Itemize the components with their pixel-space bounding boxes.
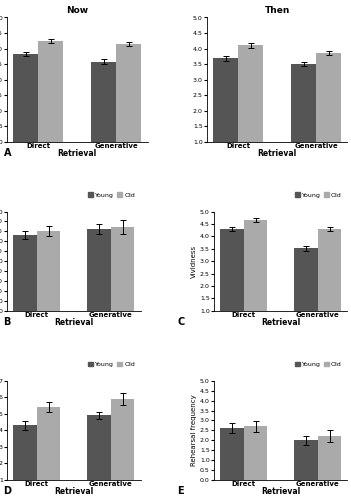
Text: C: C — [177, 317, 185, 327]
Legend: Young, Old: Young, Old — [86, 190, 137, 200]
Bar — [291, 64, 316, 172]
X-axis label: Retrieval: Retrieval — [261, 318, 300, 327]
Bar — [111, 228, 134, 311]
Text: D: D — [4, 486, 12, 496]
Bar — [244, 220, 267, 336]
Bar — [213, 58, 238, 172]
Bar — [91, 62, 117, 172]
Bar — [87, 230, 111, 311]
Bar — [37, 232, 60, 311]
Bar — [318, 436, 342, 480]
Title: Then: Then — [264, 6, 290, 16]
Bar — [37, 407, 60, 496]
Bar — [111, 399, 134, 496]
Bar — [220, 428, 244, 480]
Legend: Young, Old: Young, Old — [293, 190, 344, 200]
X-axis label: Retrieval: Retrieval — [261, 488, 300, 496]
Bar — [38, 41, 63, 172]
Title: Now: Now — [66, 6, 88, 16]
Bar — [316, 53, 341, 172]
Bar — [318, 229, 342, 336]
Legend: Young, Old: Young, Old — [293, 359, 344, 370]
Y-axis label: Vividness: Vividness — [191, 244, 197, 278]
Text: B: B — [4, 317, 11, 327]
Y-axis label: Rehearsal frequency: Rehearsal frequency — [191, 394, 197, 466]
Bar — [87, 416, 111, 496]
X-axis label: Retrieval: Retrieval — [54, 318, 93, 327]
Bar — [294, 248, 318, 336]
Bar — [13, 54, 38, 172]
Bar — [294, 440, 318, 480]
Bar — [238, 46, 263, 172]
X-axis label: Retrieval: Retrieval — [54, 488, 93, 496]
Bar — [220, 229, 244, 336]
Bar — [244, 426, 267, 480]
Text: E: E — [177, 486, 184, 496]
Bar — [13, 236, 37, 311]
Text: A: A — [4, 148, 11, 158]
Bar — [117, 44, 141, 172]
Legend: Young, Old: Young, Old — [86, 359, 137, 370]
X-axis label: Retrieval: Retrieval — [258, 149, 297, 158]
X-axis label: Retrieval: Retrieval — [58, 149, 97, 158]
Bar — [13, 426, 37, 496]
